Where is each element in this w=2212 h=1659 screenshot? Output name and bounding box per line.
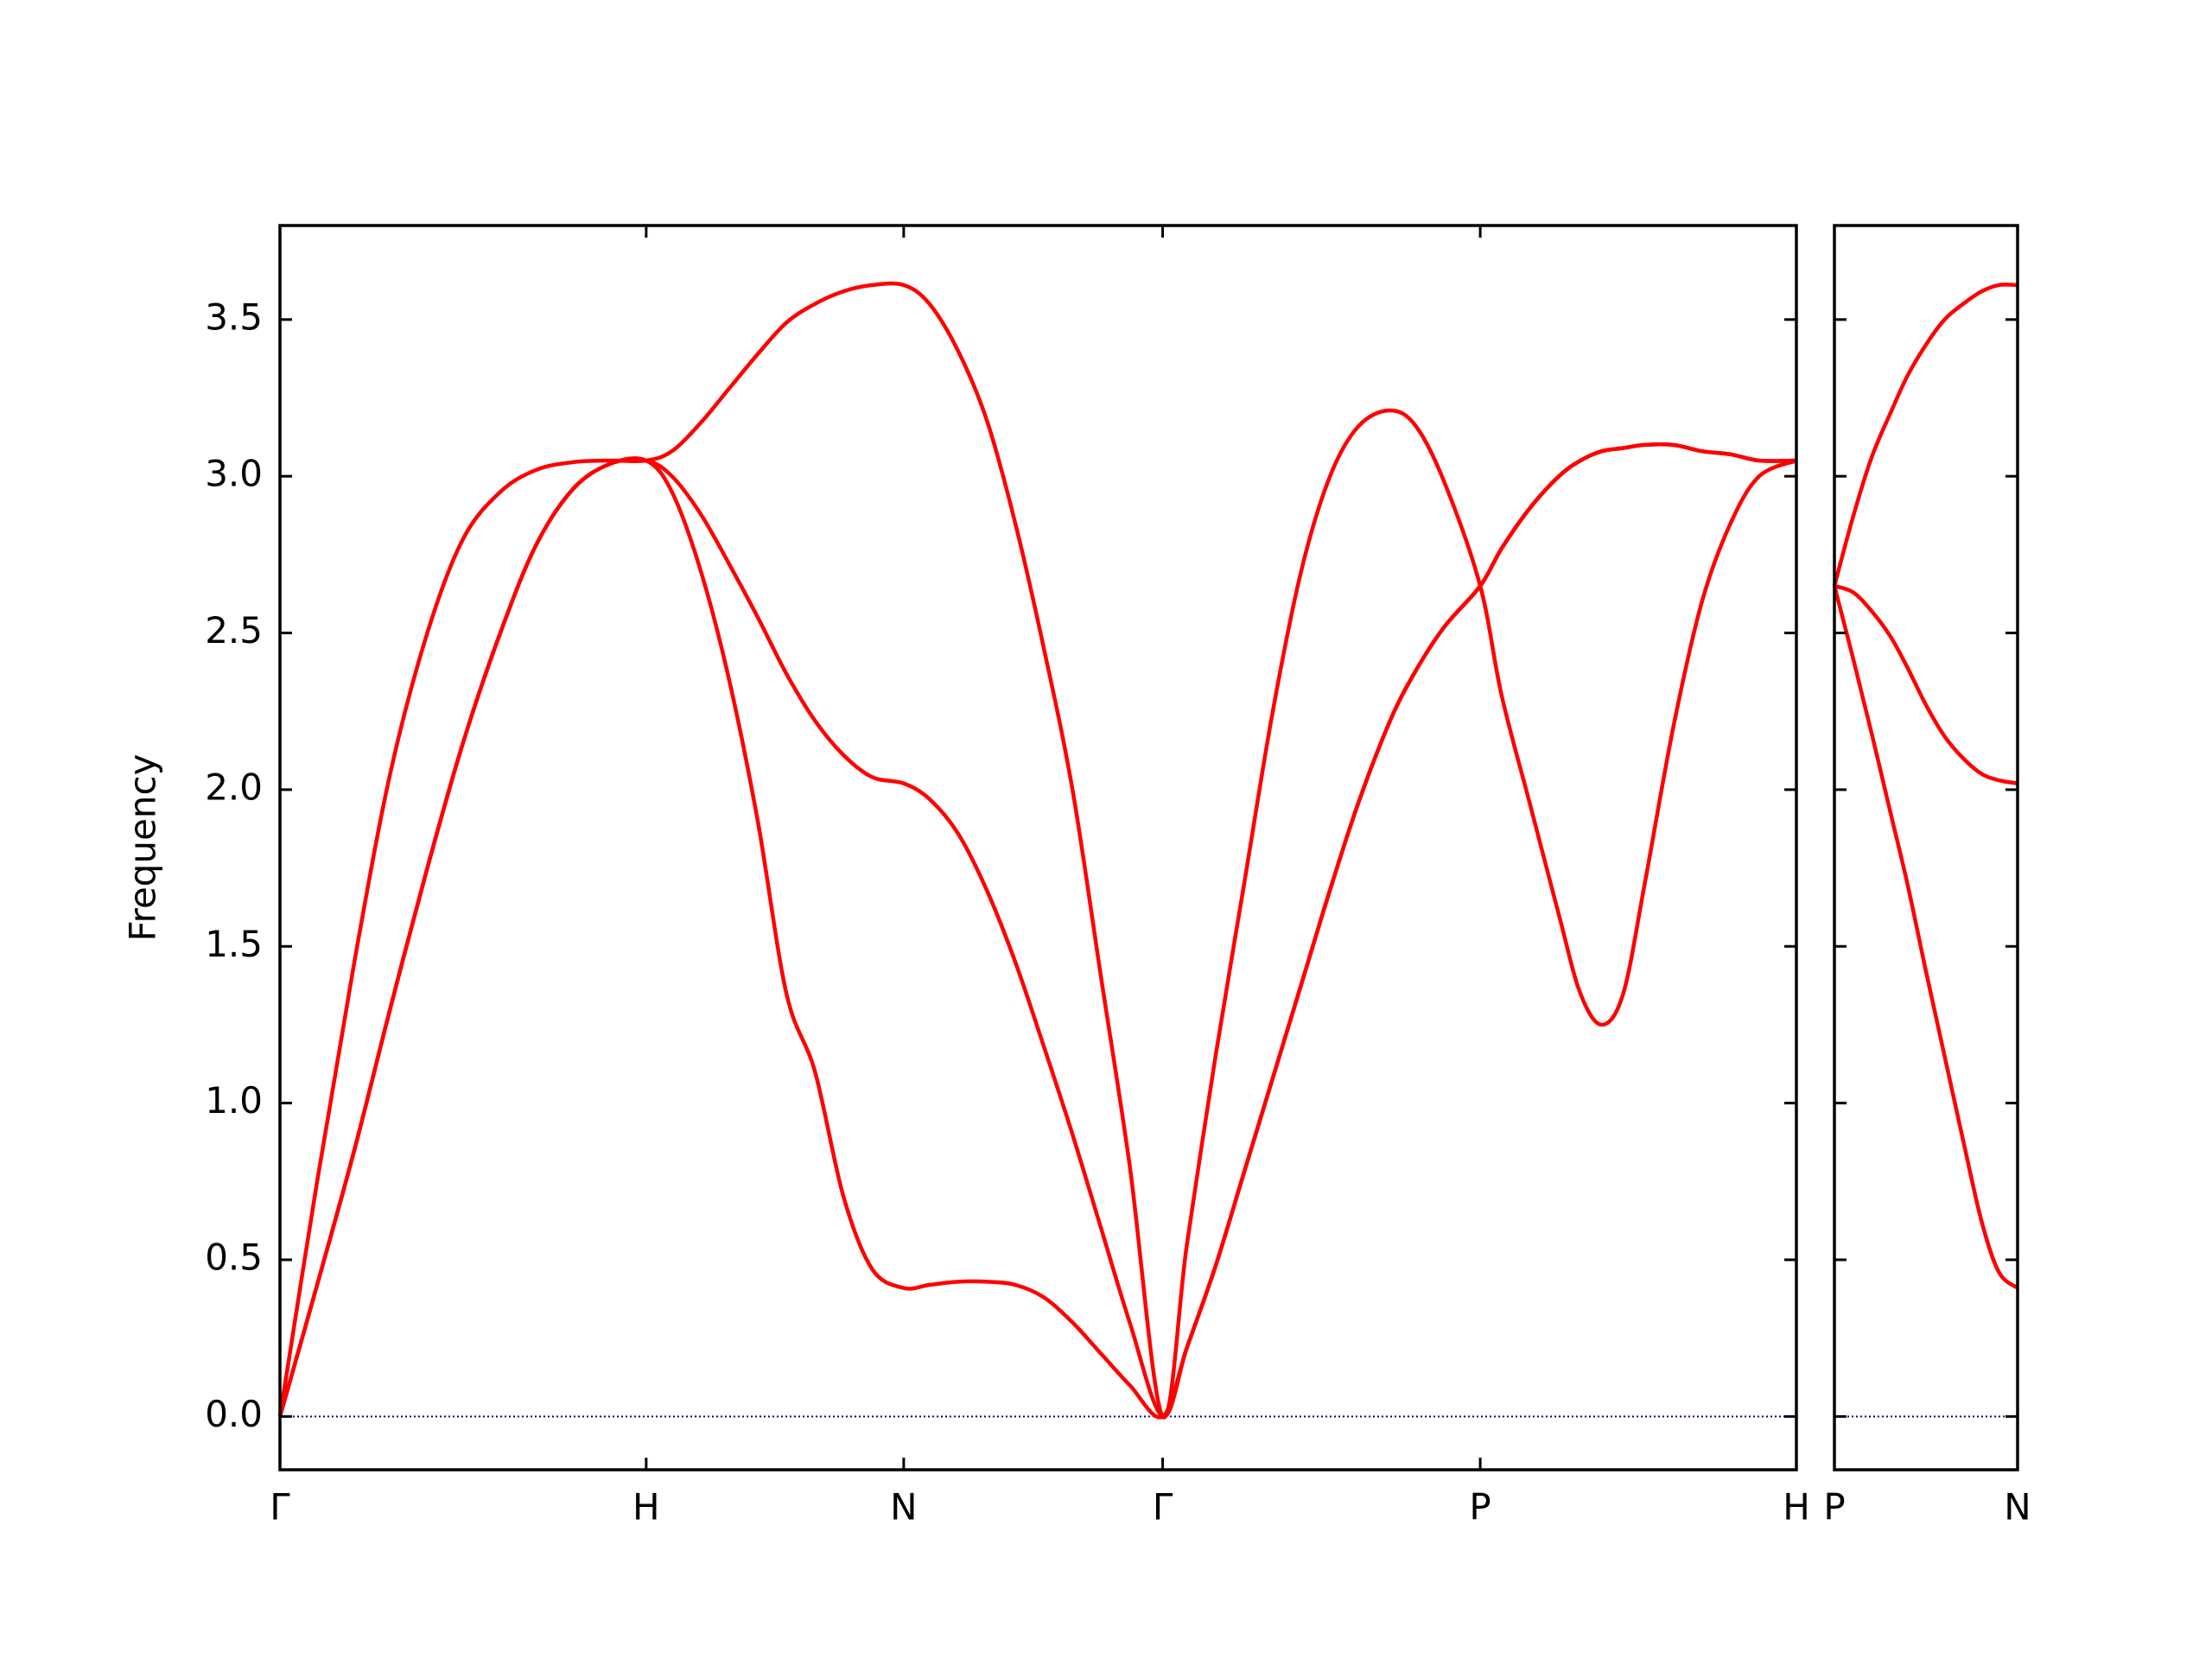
y-tick-label: 1.5	[205, 923, 263, 965]
x-tick-label: H	[632, 1486, 660, 1529]
y-tick-label: 2.5	[205, 609, 263, 652]
x-tick-label: N	[2004, 1486, 2031, 1529]
band-line	[1832, 283, 2018, 587]
band-line	[1832, 585, 2019, 1290]
y-tick-label: 3.5	[205, 296, 263, 338]
band-line	[277, 442, 1797, 1419]
y-tick-label: 1.0	[205, 1079, 263, 1122]
y-axis-label: Frequency	[122, 754, 164, 942]
band-line	[277, 442, 1797, 1420]
plot-frame	[278, 224, 1798, 1471]
x-tick-label: N	[890, 1486, 917, 1529]
band-line	[1834, 583, 2018, 785]
y-tick-label: 0.0	[205, 1393, 263, 1435]
y-tick-label: 0.5	[205, 1236, 263, 1278]
x-tick-label: P	[1469, 1486, 1491, 1529]
y-tick-label: 2.0	[205, 766, 263, 808]
band-line	[277, 281, 1797, 1420]
x-tick-label: P	[1823, 1486, 1845, 1529]
y-tick-label: 3.0	[205, 453, 263, 495]
x-tick-label: Γ	[1153, 1486, 1173, 1529]
x-tick-label: H	[1783, 1486, 1810, 1529]
plot-frame	[1833, 224, 2019, 1471]
x-tick-label: Γ	[270, 1486, 290, 1529]
